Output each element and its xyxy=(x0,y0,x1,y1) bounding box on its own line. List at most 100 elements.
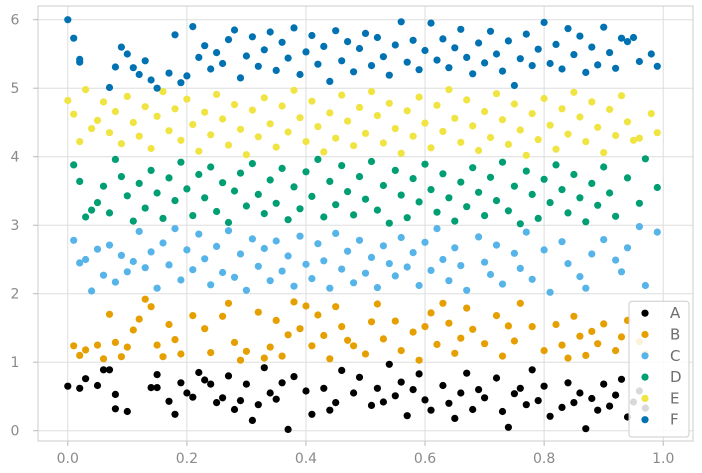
data-point xyxy=(439,127,447,135)
data-point xyxy=(105,83,114,92)
legend-label: E xyxy=(670,389,679,407)
data-point xyxy=(635,57,644,66)
data-point xyxy=(641,155,650,163)
data-point xyxy=(93,341,102,349)
data-point xyxy=(207,281,215,289)
data-point xyxy=(623,174,632,182)
y-tick-label: 1 xyxy=(11,355,20,371)
data-point xyxy=(254,190,262,198)
data-point xyxy=(498,116,507,124)
data-point xyxy=(522,151,530,159)
data-point xyxy=(481,258,489,266)
data-point xyxy=(629,33,638,42)
data-point xyxy=(582,284,590,292)
data-point xyxy=(498,352,507,360)
data-point xyxy=(141,295,149,303)
data-point xyxy=(123,268,131,276)
data-point xyxy=(373,384,381,392)
data-point xyxy=(99,271,108,279)
legend-label: D xyxy=(670,368,682,386)
data-point xyxy=(302,168,310,176)
data-point xyxy=(421,119,429,127)
data-point xyxy=(409,249,417,257)
data-point xyxy=(272,237,280,245)
data-point xyxy=(302,260,310,268)
data-point xyxy=(302,302,310,310)
data-point xyxy=(70,161,78,169)
data-point xyxy=(338,91,346,99)
data-point xyxy=(457,138,465,146)
data-point xyxy=(135,315,143,323)
data-point xyxy=(207,380,215,388)
data-point xyxy=(177,158,185,166)
data-point xyxy=(201,376,209,384)
data-point xyxy=(129,64,137,72)
data-point xyxy=(111,278,119,286)
data-point xyxy=(534,214,542,222)
data-point xyxy=(326,77,334,85)
data-point xyxy=(629,136,638,144)
data-point xyxy=(165,69,173,77)
data-point xyxy=(403,214,411,222)
data-point xyxy=(117,353,125,361)
data-point xyxy=(576,389,584,397)
data-point xyxy=(612,64,620,72)
data-point xyxy=(498,407,507,416)
y-tick-label: 5 xyxy=(11,81,20,97)
data-point xyxy=(153,189,161,197)
data-point xyxy=(385,219,393,227)
data-point xyxy=(522,228,530,236)
data-point xyxy=(367,62,376,70)
data-point xyxy=(516,126,524,134)
data-point xyxy=(606,105,614,113)
data-point xyxy=(355,236,364,244)
data-point xyxy=(635,134,644,142)
data-point xyxy=(385,99,393,107)
data-point xyxy=(177,136,185,144)
data-point xyxy=(612,131,620,140)
data-point xyxy=(558,105,566,113)
data-point xyxy=(540,347,548,355)
data-point xyxy=(594,201,602,209)
data-point xyxy=(564,379,572,387)
data-point xyxy=(617,34,626,42)
x-tick-label: 0.6 xyxy=(414,451,436,467)
data-point xyxy=(451,217,459,225)
data-point xyxy=(510,100,518,108)
data-point xyxy=(230,187,239,195)
data-point xyxy=(111,390,119,398)
data-point xyxy=(617,333,626,341)
data-point xyxy=(82,213,90,221)
data-point xyxy=(147,384,155,392)
data-point xyxy=(350,389,358,397)
data-point xyxy=(111,338,119,346)
y-tick-label: 2 xyxy=(11,287,20,303)
data-point xyxy=(486,27,495,35)
data-point xyxy=(469,164,477,172)
data-point xyxy=(266,343,274,351)
data-point xyxy=(159,353,167,361)
data-point xyxy=(320,331,328,340)
data-point xyxy=(159,214,167,222)
data-point xyxy=(93,199,102,207)
data-point xyxy=(612,391,620,399)
data-point xyxy=(540,18,548,26)
data-point xyxy=(165,127,173,135)
data-point xyxy=(320,257,328,265)
data-point xyxy=(248,160,256,168)
data-point xyxy=(147,248,155,256)
data-point xyxy=(82,346,90,354)
data-point xyxy=(278,267,286,275)
data-point xyxy=(219,312,227,320)
data-point xyxy=(350,68,358,76)
data-point xyxy=(171,410,179,418)
data-point xyxy=(564,130,572,138)
data-point xyxy=(588,179,596,187)
data-point xyxy=(82,255,90,264)
data-point xyxy=(570,399,578,407)
data-point xyxy=(320,213,328,221)
data-point xyxy=(600,163,608,171)
data-point xyxy=(93,381,102,390)
data-point xyxy=(260,244,268,253)
data-point xyxy=(76,58,84,66)
